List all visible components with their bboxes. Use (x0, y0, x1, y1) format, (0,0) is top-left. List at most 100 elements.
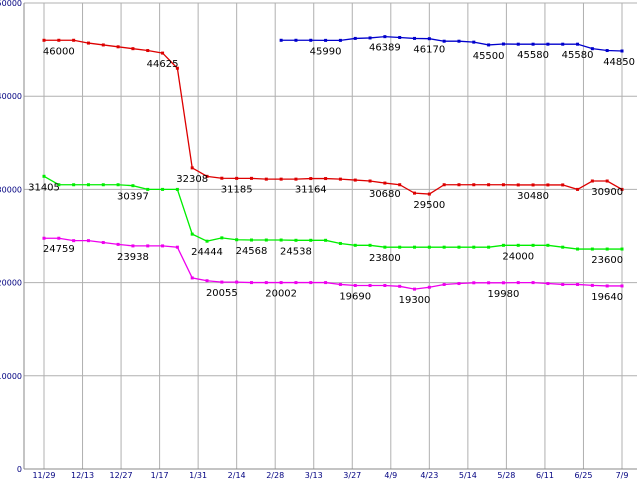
data-label: 45580 (562, 50, 594, 61)
data-label: 30900 (591, 187, 623, 198)
data-point (368, 283, 372, 287)
data-point (205, 239, 209, 243)
data-point (398, 284, 402, 288)
data-point (546, 282, 550, 286)
data-point (472, 281, 476, 285)
data-point (427, 285, 431, 289)
data-point (516, 42, 520, 46)
data-point (531, 183, 535, 187)
data-point (309, 281, 313, 285)
data-point (516, 281, 520, 285)
data-label: 24759 (43, 244, 75, 255)
data-point (368, 243, 372, 247)
data-point (501, 281, 505, 285)
data-label: 46170 (413, 45, 445, 56)
data-point (324, 238, 328, 242)
data-point (249, 238, 253, 242)
data-label: 20055 (206, 288, 238, 299)
data-point (576, 247, 580, 251)
y-tick-label: 10000 (0, 372, 22, 381)
data-point (383, 283, 387, 287)
data-point (190, 232, 194, 236)
data-point (235, 238, 239, 242)
data-point (501, 42, 505, 46)
data-point (42, 236, 46, 240)
data-point (383, 245, 387, 249)
data-point (57, 183, 61, 187)
x-tick-label: 1/17 (151, 471, 169, 480)
data-point (413, 36, 417, 40)
x-tick-label: 4/23 (420, 471, 438, 480)
data-point (413, 191, 417, 195)
data-point (220, 236, 224, 240)
data-point (590, 283, 594, 287)
data-label: 44850 (603, 57, 635, 68)
data-point (561, 42, 565, 46)
data-point (590, 247, 594, 251)
series-2 (42, 38, 624, 196)
data-point (576, 187, 580, 191)
series-line (43, 175, 622, 250)
data-point (309, 177, 313, 181)
data-point (146, 49, 150, 53)
data-point (442, 282, 446, 286)
x-tick-label: 7/9 (616, 471, 629, 480)
series-1 (279, 35, 624, 53)
data-point (264, 281, 268, 285)
data-point (116, 183, 120, 187)
data-point (561, 245, 565, 249)
y-tick-label: 30000 (0, 185, 22, 194)
data-point (531, 281, 535, 285)
data-point (620, 247, 624, 251)
data-label: 45990 (310, 46, 342, 57)
data-point (457, 39, 461, 43)
data-label: 45500 (473, 51, 505, 62)
data-point (413, 245, 417, 249)
data-point (294, 38, 298, 42)
x-tick-label: 12/13 (71, 471, 94, 480)
data-point (338, 38, 342, 42)
data-label: 30397 (117, 192, 149, 203)
data-point (235, 176, 239, 180)
data-point (353, 178, 357, 182)
data-label: 30480 (517, 191, 549, 202)
data-point (605, 179, 609, 183)
data-point (487, 281, 491, 285)
data-point (72, 183, 76, 187)
data-point (294, 238, 298, 242)
x-tick-label: 5/14 (459, 471, 477, 480)
data-point (220, 176, 224, 180)
data-point (590, 47, 594, 51)
data-point (116, 242, 120, 246)
data-point (501, 243, 505, 247)
data-point (501, 183, 505, 187)
data-label: 46389 (369, 43, 401, 54)
data-point (161, 187, 165, 191)
data-point (487, 245, 491, 249)
data-point (442, 39, 446, 43)
x-tick-label: 11/29 (32, 471, 55, 480)
x-tick-label: 5/28 (497, 471, 515, 480)
y-tick-label: 20000 (0, 279, 22, 288)
data-point (576, 282, 580, 286)
gridlines (24, 2, 637, 469)
data-point (561, 183, 565, 187)
data-label: 24000 (502, 251, 534, 262)
data-label: 24444 (191, 247, 223, 258)
data-point (146, 244, 150, 248)
data-label: 31185 (221, 184, 253, 195)
data-point (398, 183, 402, 187)
data-point (531, 243, 535, 247)
x-tick-label: 2/28 (266, 471, 284, 480)
data-point (72, 239, 76, 243)
data-point (309, 38, 313, 42)
data-point (72, 38, 76, 42)
data-point (101, 43, 105, 47)
series-3 (42, 174, 624, 251)
data-point (516, 243, 520, 247)
data-point (487, 43, 491, 47)
data-point (487, 183, 491, 187)
data-label: 19640 (591, 292, 623, 303)
data-point (561, 282, 565, 286)
